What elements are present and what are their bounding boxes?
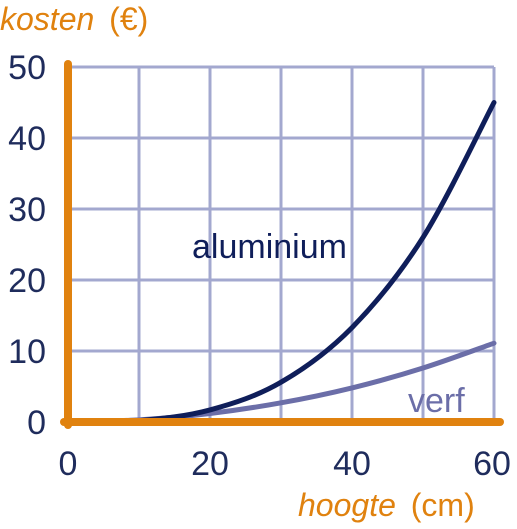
y-tick-label: 20 bbox=[8, 262, 46, 300]
y-axis-title-unit: (€) bbox=[109, 1, 148, 37]
series-label-aluminium: aluminium bbox=[192, 228, 347, 266]
tick-labels: 0 10 20 30 40 50 0 20 40 60 bbox=[8, 49, 511, 483]
x-tick-label: 0 bbox=[59, 445, 78, 483]
grid bbox=[68, 65, 496, 422]
y-axis-title-name: kosten bbox=[0, 1, 94, 37]
y-tick-label: 50 bbox=[8, 49, 46, 87]
y-tick-label: 10 bbox=[8, 333, 46, 371]
axes bbox=[60, 60, 504, 429]
y-tick-label: 30 bbox=[8, 191, 46, 229]
x-axis-title-unit: (cm) bbox=[411, 487, 475, 523]
y-tick-label: 0 bbox=[27, 404, 46, 442]
x-tick-label: 60 bbox=[473, 445, 511, 483]
x-tick-label: 20 bbox=[191, 445, 229, 483]
x-tick-label: 40 bbox=[333, 445, 371, 483]
y-tick-label: 40 bbox=[8, 120, 46, 158]
series-label-verf: verf bbox=[408, 382, 465, 420]
y-axis-title: kosten (€) bbox=[0, 1, 148, 37]
x-axis-title-name: hoogte bbox=[298, 487, 396, 523]
x-axis-title: hoogte (cm) bbox=[298, 487, 475, 523]
